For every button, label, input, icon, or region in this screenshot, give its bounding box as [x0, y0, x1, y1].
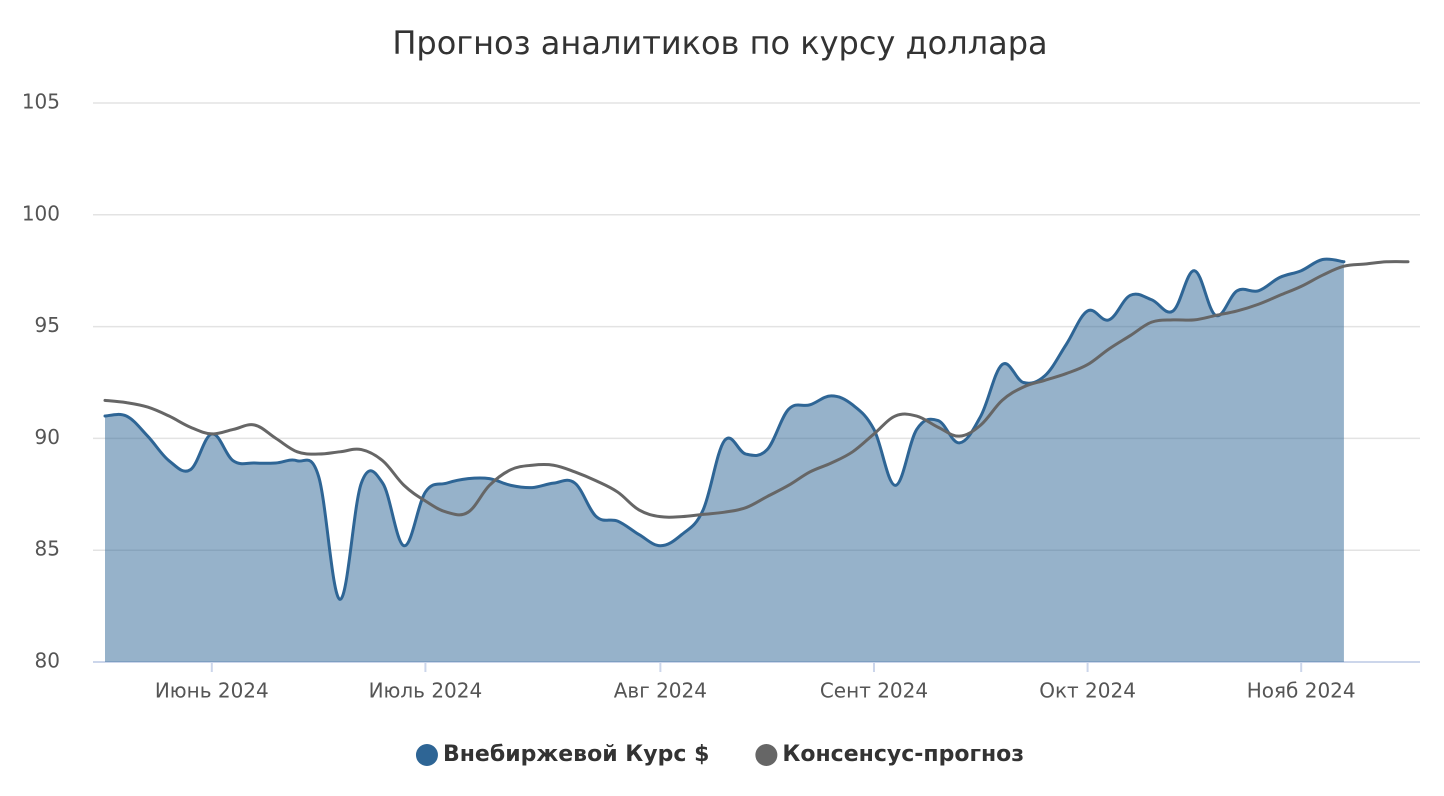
- x-tick-label: Июль 2024: [369, 679, 483, 703]
- line: [103, 257, 1346, 601]
- x-tick-label: Авг 2024: [614, 679, 707, 703]
- legend-label: Внебиржевой Курс $: [443, 742, 709, 767]
- x-tick-label: Нояб 2024: [1247, 679, 1356, 703]
- x-tick-label: Июнь 2024: [155, 679, 269, 703]
- y-tick-label: 90: [35, 425, 60, 449]
- y-tick-label: 95: [35, 313, 60, 337]
- legend-label: Консенсус-прогноз: [782, 742, 1024, 767]
- y-tick-label: 80: [35, 649, 60, 673]
- x-tick-label: Сент 2024: [820, 679, 928, 703]
- legend-marker: [415, 744, 438, 766]
- x-tick-label: Окт 2024: [1039, 679, 1136, 703]
- line: [103, 260, 1410, 519]
- area: [105, 259, 1344, 662]
- chart-title: Прогноз аналитиков по курсу доллара: [392, 24, 1047, 62]
- legend-marker: [755, 744, 778, 766]
- y-tick-label: 100: [22, 201, 60, 225]
- y-tick-label: 105: [22, 90, 60, 114]
- y-tick-label: 85: [35, 537, 60, 561]
